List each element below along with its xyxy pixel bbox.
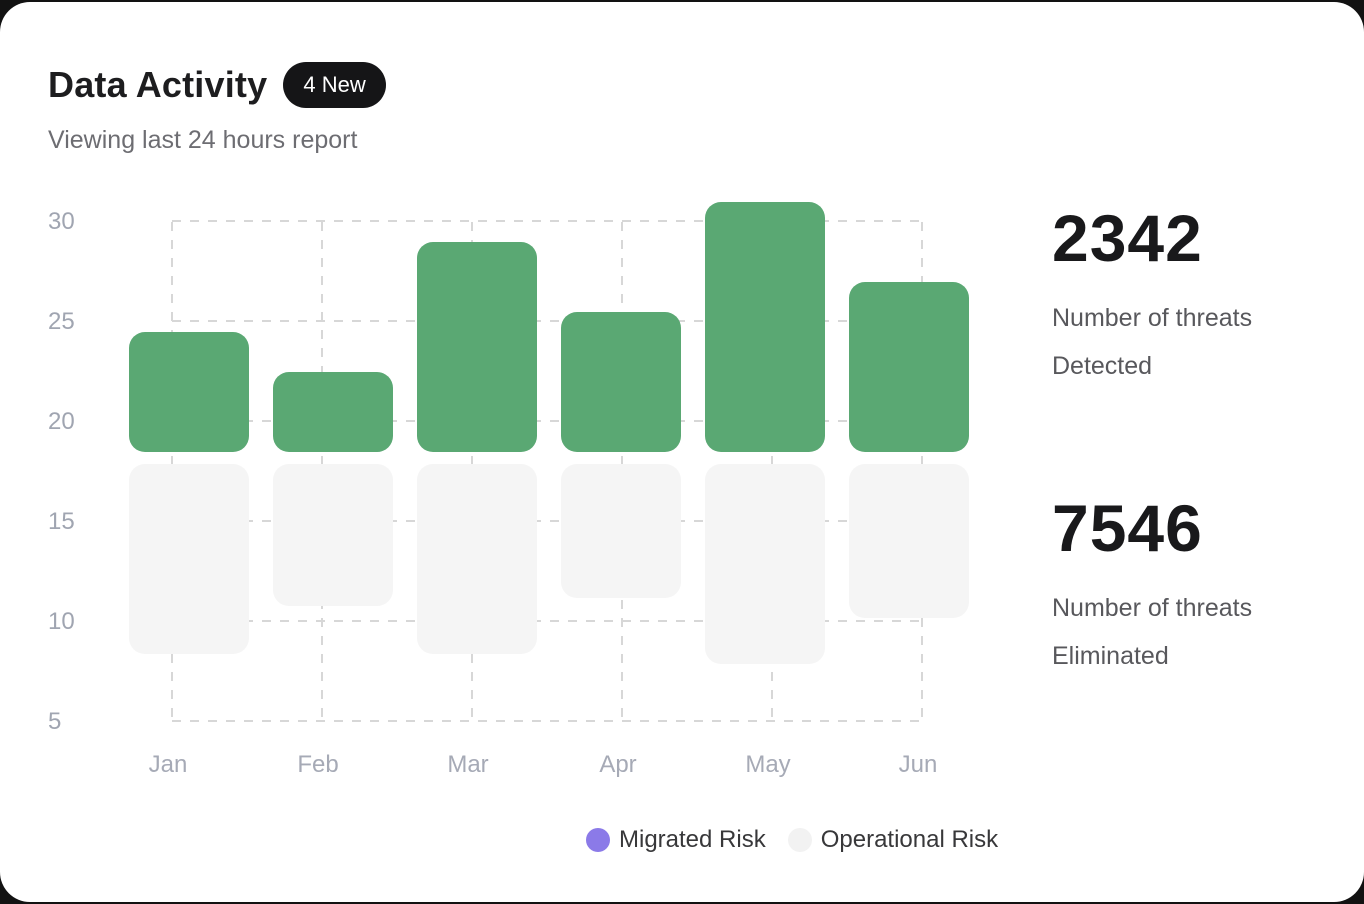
bar-migrated-may[interactable] [705,202,825,452]
migrated-risk-dot-icon [586,828,610,852]
x-axis-tick-label: Jun [898,751,938,778]
bar-migrated-jun[interactable] [849,282,969,452]
y-axis-tick-label: 5 [48,708,62,735]
report-subtitle: Viewing last 24 hours report [48,126,358,154]
stat-label-line: Eliminated [1052,642,1169,670]
bar-migrated-apr[interactable] [561,312,681,452]
gridline-horizontal [172,220,922,222]
stat-label-line: Number of threats [1052,594,1253,622]
new-count-badge: 4 New [283,62,386,108]
threats-eliminated-value: 7546 [1052,491,1203,565]
card-header: Data Activity 4 New [48,62,386,108]
gridline-horizontal [172,320,922,322]
x-axis-tick-label: Apr [599,751,637,778]
gridline-horizontal [172,520,922,522]
stat-threats-detected: 2342 Number of threats Detected [1052,198,1342,390]
bar-operational-jan[interactable] [129,464,249,654]
stat-label-line: Number of threats [1052,304,1253,332]
bar-operational-apr[interactable] [561,464,681,598]
y-axis-tick-label: 20 [48,408,75,435]
bar-operational-jun[interactable] [849,464,969,618]
operational-risk-dot-icon [787,828,812,852]
threats-detected-value: 2342 [1052,201,1203,275]
y-axis-tick-label: 10 [48,608,75,635]
bar-migrated-feb[interactable] [273,372,393,452]
threats-detected-label: Number of threats Detected [1052,294,1342,390]
bar-operational-feb[interactable] [273,464,393,606]
y-axis-tick-label: 25 [48,308,75,335]
bar-operational-mar[interactable] [417,464,537,654]
bar-migrated-mar[interactable] [417,242,537,452]
legend-label: Migrated Risk [619,826,766,853]
y-axis-tick-label: 30 [48,208,75,235]
bar-operational-may[interactable] [705,464,825,664]
x-axis-tick-label: Jan [148,751,188,778]
x-axis-tick-label: Feb [297,751,339,778]
gridline-horizontal [172,720,922,722]
gridline-horizontal [172,420,922,422]
threats-eliminated-label: Number of threats Eliminated [1052,584,1342,680]
bar-migrated-jan[interactable] [129,332,249,452]
x-axis-tick-label: May [745,751,791,778]
stat-threats-eliminated: 7546 Number of threats Eliminated [1052,488,1342,680]
stat-label-line: Detected [1052,352,1153,380]
legend-item-operational-risk[interactable]: Operational Risk [787,826,999,854]
chart-legend: Migrated Risk Operational Risk [586,822,998,858]
legend-label: Operational Risk [820,826,999,853]
x-axis-tick-label: Mar [447,751,489,778]
gridline-horizontal [172,620,922,622]
y-axis-tick-label: 15 [48,508,75,535]
page-title: Data Activity [48,64,268,105]
legend-item-migrated-risk[interactable]: Migrated Risk [586,826,766,854]
